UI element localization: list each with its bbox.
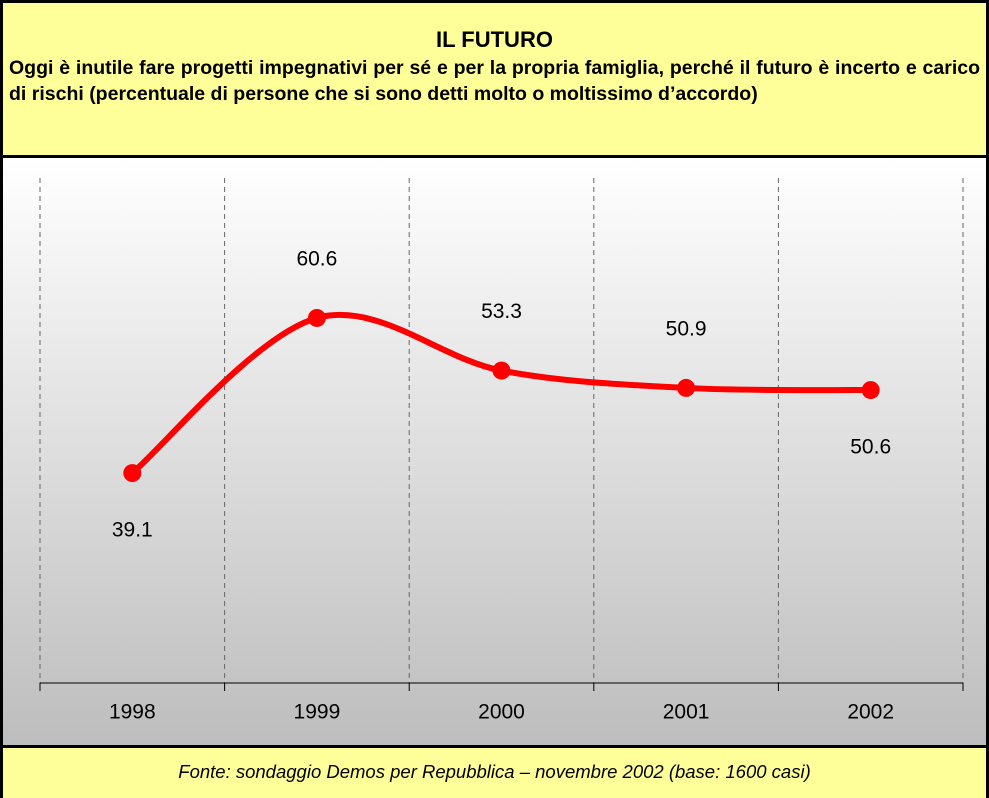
chart-title: IL FUTURO (436, 27, 553, 52)
x-tick-label: 2001 (663, 701, 710, 724)
plot-background (3, 158, 986, 745)
source-note: Fonte: sondaggio Demos per Repubblica – … (3, 745, 986, 798)
chart: 39.1 60.6 53.3 50.9 50.6 1998 1999 2000 2001 2002 (3, 158, 986, 745)
marker (677, 378, 696, 397)
marker (492, 361, 511, 380)
x-tick-label: 1998 (109, 701, 156, 724)
x-tick-label: 2002 (847, 701, 894, 724)
data-label: 53.3 (481, 300, 522, 323)
header: IL FUTURO Oggi è inutile fare progetti i… (3, 3, 986, 158)
data-label: 50.6 (850, 436, 891, 459)
chart-subtitle: Oggi è inutile fare progetti impegnativi… (9, 57, 980, 105)
data-label: 50.9 (666, 317, 707, 340)
x-tick-label: 1999 (294, 701, 341, 724)
x-tick-label: 2000 (478, 701, 525, 724)
marker (861, 381, 880, 400)
marker (123, 464, 142, 483)
marker (307, 308, 326, 327)
data-label: 60.6 (296, 248, 337, 271)
data-label: 39.1 (112, 519, 153, 542)
